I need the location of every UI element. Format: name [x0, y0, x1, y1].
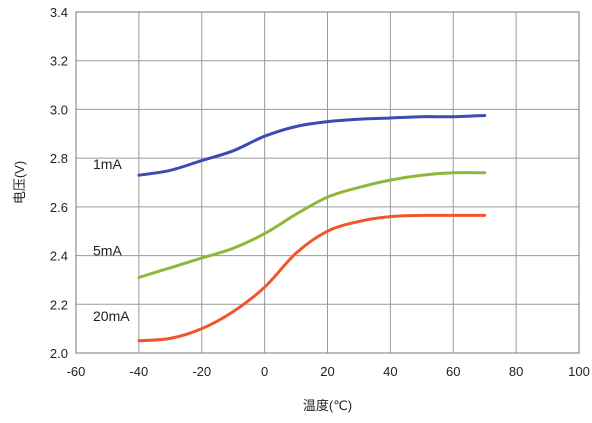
- x-tick-label: -60: [67, 364, 86, 379]
- x-tick-label: 60: [446, 364, 460, 379]
- series-label-1ma: 1mA: [93, 156, 122, 172]
- series-layer: [137, 114, 487, 343]
- y-axis-title: 电压(V): [12, 161, 27, 204]
- y-tick-label: 2.2: [50, 297, 68, 312]
- y-tick-label: 3.4: [50, 5, 68, 20]
- series-labels: 1mA 5mA 20mA: [93, 156, 130, 324]
- x-axis-title: 温度(℃): [303, 398, 352, 413]
- x-tick-label: 20: [320, 364, 334, 379]
- y-tick-label: 2.8: [50, 151, 68, 166]
- y-tick-label: 3.2: [50, 54, 68, 69]
- series-label-5ma: 5mA: [93, 242, 122, 258]
- series-label-20ma: 20mA: [93, 308, 130, 324]
- x-tick-label: 40: [383, 364, 397, 379]
- y-tick-label: 2.0: [50, 346, 68, 361]
- plot-frame: [75, 11, 580, 354]
- x-tick-label: 0: [261, 364, 268, 379]
- y-tick-label: 3.0: [50, 102, 68, 117]
- x-tick-label: 80: [509, 364, 523, 379]
- x-tick-label: 100: [568, 364, 590, 379]
- y-axis-ticks: 2.0 2.2 2.4 2.6 2.8 3.0 3.2 3.4: [50, 5, 68, 361]
- y-tick-label: 2.6: [50, 200, 68, 215]
- series-line-5ma: [137, 171, 487, 279]
- x-tick-label: -20: [192, 364, 211, 379]
- series-line-20ma: [137, 213, 487, 343]
- grid: [75, 11, 580, 354]
- y-tick-label: 2.4: [50, 249, 68, 264]
- series-line-1ma: [137, 114, 487, 177]
- x-tick-label: -40: [129, 364, 148, 379]
- x-axis-ticks: -60 -40 -20 0 20 40 60 80 100: [67, 364, 590, 379]
